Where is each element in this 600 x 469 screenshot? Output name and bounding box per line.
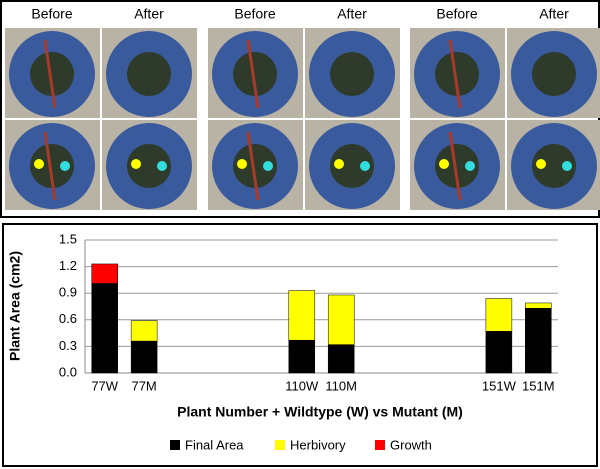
photo-soil <box>330 52 374 96</box>
x-axis-label: Plant Number + Wildtype (W) vs Mutant (M… <box>177 404 463 420</box>
photo-mark <box>562 161 572 171</box>
photo-stick <box>448 39 462 109</box>
y-tick-label: 0.6 <box>59 311 77 326</box>
photo-stick <box>246 131 260 201</box>
bar-segment <box>485 331 513 374</box>
y-tick-label: 1.5 <box>59 231 77 246</box>
x-tick-label: 77W <box>91 378 118 393</box>
photo-soil <box>532 144 576 188</box>
bar-segment <box>525 308 552 374</box>
photo-mark <box>360 161 370 171</box>
photo-soil <box>127 144 171 188</box>
x-tick-label: 151M <box>522 378 555 393</box>
photo-mark <box>60 161 70 171</box>
photo-label: After <box>337 6 367 22</box>
photo-mark <box>263 161 273 171</box>
photo-stick <box>448 131 462 201</box>
bar-segment <box>91 263 118 284</box>
legend-swatch <box>275 440 285 450</box>
photo-stick <box>246 39 260 109</box>
photo-mark <box>536 159 546 169</box>
photo-soil <box>30 144 74 188</box>
photo-label: After <box>134 6 164 22</box>
bar-segment <box>485 298 513 332</box>
bar-segment <box>91 283 118 374</box>
photo-mark <box>334 159 344 169</box>
photo-mark <box>34 159 44 169</box>
y-tick-label: 0.9 <box>59 285 77 300</box>
photo-label: Before <box>31 6 72 22</box>
legend-swatch <box>375 440 385 450</box>
x-tick-label: 110M <box>325 378 357 393</box>
bar-segment <box>327 344 355 374</box>
photo-soil <box>532 52 576 96</box>
photo-stick <box>43 39 57 109</box>
y-axis-label: Plant Area (cm2) <box>7 251 23 361</box>
photo-soil <box>233 52 277 96</box>
photo-mark <box>465 161 475 171</box>
y-tick-label: 0.0 <box>59 364 77 379</box>
photo-soil <box>435 144 479 188</box>
photo-soil <box>330 144 374 188</box>
bar-segment <box>327 294 355 345</box>
bar-segment <box>288 339 316 374</box>
photo-soil <box>435 52 479 96</box>
photo-label: After <box>539 6 569 22</box>
legend-swatch <box>170 440 180 450</box>
legend-label: Final Area <box>185 437 244 452</box>
photo-stick <box>43 131 57 201</box>
bar-segment <box>525 302 552 309</box>
x-tick-label: 110W <box>285 378 319 393</box>
photo-mark <box>439 159 449 169</box>
x-tick-label: 151W <box>482 378 517 393</box>
y-tick-label: 0.3 <box>59 338 77 353</box>
photo-soil <box>30 52 74 96</box>
bar-segment <box>288 290 316 341</box>
legend-label: Herbivory <box>290 437 346 452</box>
photo-soil <box>233 144 277 188</box>
y-tick-label: 1.2 <box>59 258 77 273</box>
photo-mark <box>237 159 247 169</box>
bar-segment <box>130 340 158 374</box>
x-tick-label: 77M <box>131 378 156 393</box>
photo-soil <box>127 52 171 96</box>
legend-label: Growth <box>390 437 432 452</box>
photo-mark <box>157 161 167 171</box>
bar-segment <box>130 320 158 342</box>
photo-label: Before <box>234 6 275 22</box>
photo-label: Before <box>436 6 477 22</box>
photo-mark <box>131 159 141 169</box>
